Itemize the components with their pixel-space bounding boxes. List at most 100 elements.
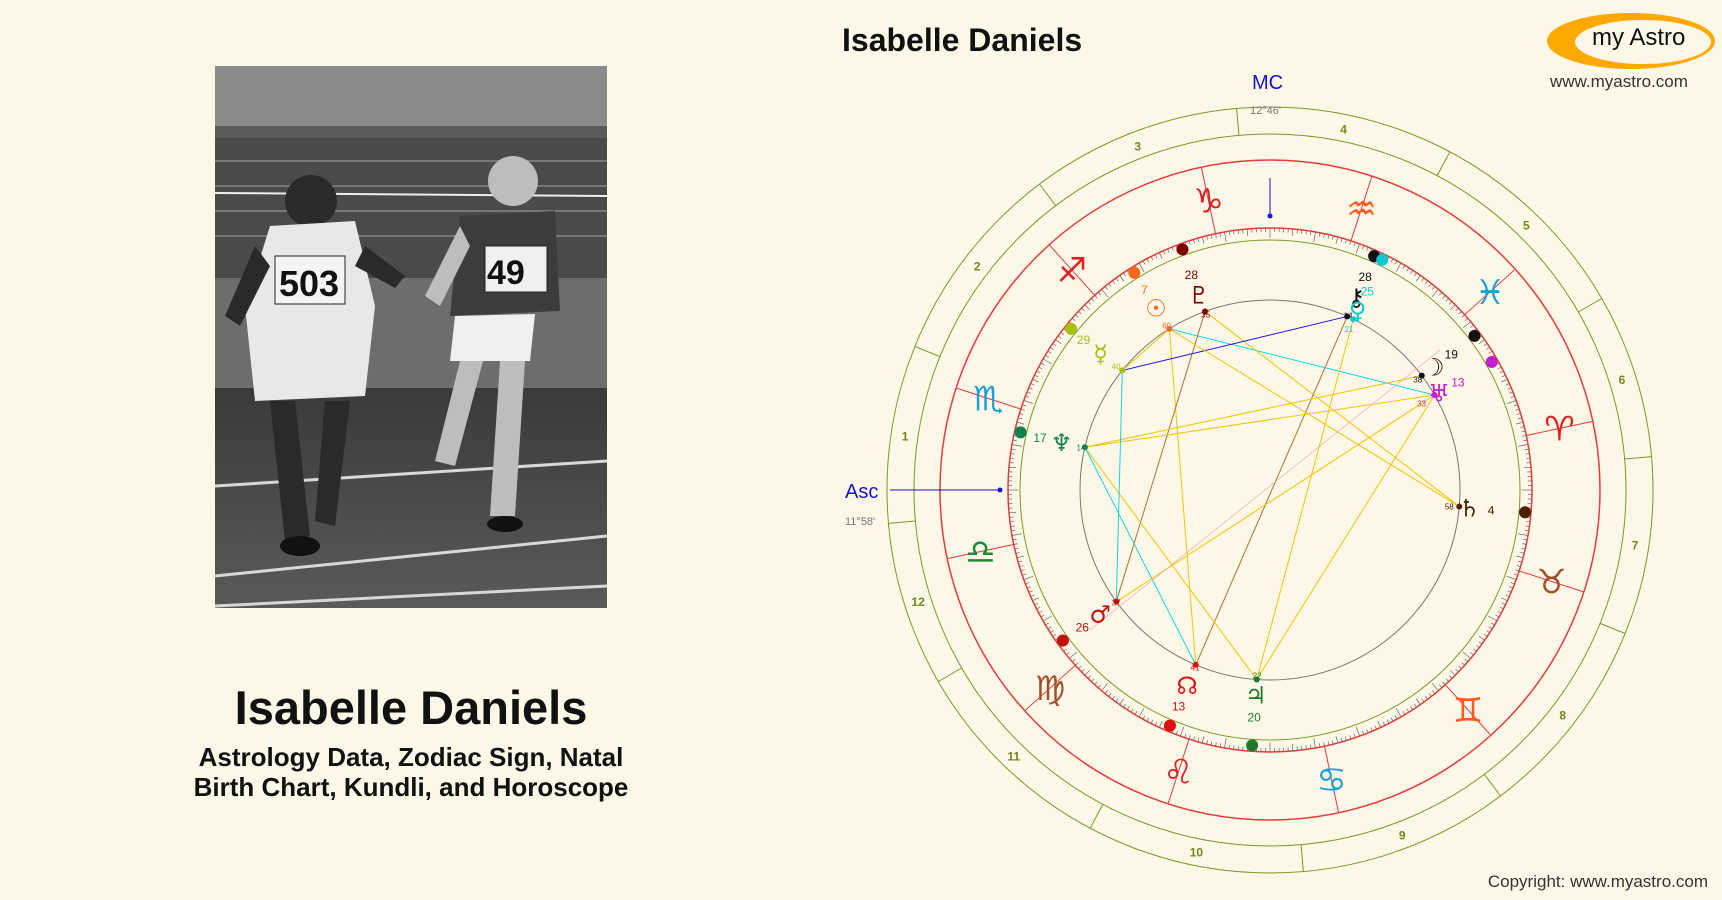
planet-inner-dot bbox=[1192, 661, 1199, 668]
planet-inner-dot bbox=[1113, 598, 1120, 605]
degree-tick bbox=[1036, 370, 1041, 374]
degree-tick bbox=[1097, 684, 1102, 688]
degree-tick bbox=[1052, 343, 1057, 347]
degree-tick bbox=[1042, 358, 1052, 365]
degree-tick bbox=[1084, 304, 1090, 310]
degree-tick bbox=[1081, 668, 1085, 673]
planet-inner-dot bbox=[1202, 308, 1209, 315]
planet-minute: 40 bbox=[1112, 362, 1121, 371]
aspect-line bbox=[1122, 328, 1170, 371]
degree-tick bbox=[1011, 533, 1022, 536]
degree-tick bbox=[1188, 735, 1191, 740]
degree-tick bbox=[1335, 736, 1339, 744]
degree-tick bbox=[1390, 258, 1394, 263]
degree-tick bbox=[1355, 243, 1360, 254]
degree-tick bbox=[1013, 543, 1018, 545]
degree-tick bbox=[1108, 283, 1112, 287]
house-number: 4 bbox=[1340, 122, 1347, 136]
degree-tick bbox=[1138, 262, 1145, 272]
planet-inner-dot bbox=[1350, 316, 1357, 323]
uranus-icon: ♅ bbox=[1428, 380, 1450, 408]
house-number: 1 bbox=[902, 429, 909, 443]
house-cusp-line bbox=[1436, 151, 1451, 176]
degree-tick bbox=[1224, 231, 1227, 242]
planet-inner-dot bbox=[1081, 444, 1088, 451]
degree-tick bbox=[1028, 590, 1033, 593]
degree-tick bbox=[1402, 710, 1406, 715]
sign-divider bbox=[1024, 664, 1076, 712]
degree-tick bbox=[1318, 743, 1321, 748]
degree-tick bbox=[1509, 586, 1514, 589]
planet-inner-dot bbox=[1119, 367, 1126, 374]
degree-tick bbox=[1428, 693, 1432, 697]
sun-icon: ☉ bbox=[1145, 295, 1167, 323]
degree-tick bbox=[1513, 404, 1518, 407]
degree-tick bbox=[1507, 387, 1512, 390]
degree-tick bbox=[1415, 698, 1421, 705]
degree-tick bbox=[1478, 339, 1485, 345]
neptune-icon: ♆ bbox=[1051, 429, 1073, 457]
degree-tick bbox=[1432, 690, 1436, 694]
degree-tick bbox=[1032, 597, 1040, 602]
logo-icon[interactable] bbox=[1545, 10, 1717, 72]
aries-sign-icon: ♈ bbox=[1544, 409, 1574, 449]
gemini-sign-icon: ♊ bbox=[1453, 691, 1483, 731]
house-cusp-line bbox=[914, 346, 941, 358]
degree-tick bbox=[1516, 555, 1524, 559]
degree-tick bbox=[1228, 231, 1230, 236]
degree-tick bbox=[1394, 715, 1398, 720]
degree-tick bbox=[1233, 745, 1235, 750]
degree-tick bbox=[1016, 555, 1024, 559]
degree-tick bbox=[1038, 366, 1043, 370]
logo-text[interactable]: my Astro bbox=[1592, 24, 1686, 51]
venus-icon: ♀ bbox=[1349, 297, 1367, 325]
degree-tick bbox=[1413, 703, 1417, 708]
degree-tick bbox=[1499, 370, 1504, 374]
planet-minute: 14 bbox=[1344, 312, 1353, 321]
degree-tick bbox=[1018, 560, 1023, 563]
athlete-photo: 503 49 bbox=[215, 66, 607, 608]
planet-inner-dot bbox=[1253, 676, 1260, 683]
sign-divider bbox=[947, 543, 1014, 560]
degree-tick bbox=[1478, 635, 1485, 641]
degree-tick bbox=[1091, 678, 1095, 682]
degree-tick bbox=[1395, 708, 1402, 718]
degree-tick bbox=[1323, 742, 1325, 747]
degree-tick bbox=[1142, 260, 1146, 265]
degree-tick bbox=[1355, 726, 1360, 737]
degree-tick bbox=[1518, 533, 1529, 536]
degree-tick bbox=[1197, 238, 1200, 243]
planet-ring-dot bbox=[1065, 322, 1078, 335]
degree-tick bbox=[1101, 289, 1109, 298]
sign-divider bbox=[1464, 268, 1516, 316]
degree-tick bbox=[1034, 602, 1039, 606]
house-cusp-line bbox=[1483, 774, 1501, 797]
degree-tick bbox=[1431, 289, 1439, 298]
degree-tick bbox=[1495, 614, 1500, 618]
sign-divider bbox=[1323, 746, 1340, 813]
degree-tick bbox=[1020, 569, 1025, 572]
planet-minute: 33 bbox=[1417, 400, 1426, 409]
degree-tick bbox=[1386, 719, 1390, 724]
degree-tick bbox=[1215, 742, 1217, 747]
planet-degree: 28 bbox=[1185, 268, 1199, 282]
degree-tick bbox=[1052, 633, 1057, 637]
sign-divider bbox=[1526, 420, 1593, 437]
degree-tick bbox=[1445, 678, 1449, 682]
subtitle-line-2: Birth Chart, Kundli, and Horoscope bbox=[193, 772, 629, 802]
degree-tick bbox=[1310, 231, 1312, 236]
degree-tick bbox=[1382, 721, 1386, 726]
degree-tick bbox=[1501, 374, 1506, 378]
degree-tick bbox=[1450, 304, 1456, 310]
house-number: 9 bbox=[1399, 828, 1406, 842]
planet-ring-dot bbox=[1485, 356, 1498, 368]
degree-tick bbox=[1193, 239, 1195, 244]
degree-tick bbox=[1390, 717, 1394, 722]
logo-url[interactable]: www.myastro.com bbox=[1550, 72, 1688, 91]
degree-tick bbox=[1154, 254, 1158, 259]
degree-tick bbox=[1040, 362, 1045, 366]
degree-tick bbox=[1515, 569, 1520, 572]
degree-tick bbox=[1047, 626, 1052, 630]
sign-divider bbox=[1048, 244, 1096, 296]
degree-tick bbox=[1134, 710, 1138, 715]
